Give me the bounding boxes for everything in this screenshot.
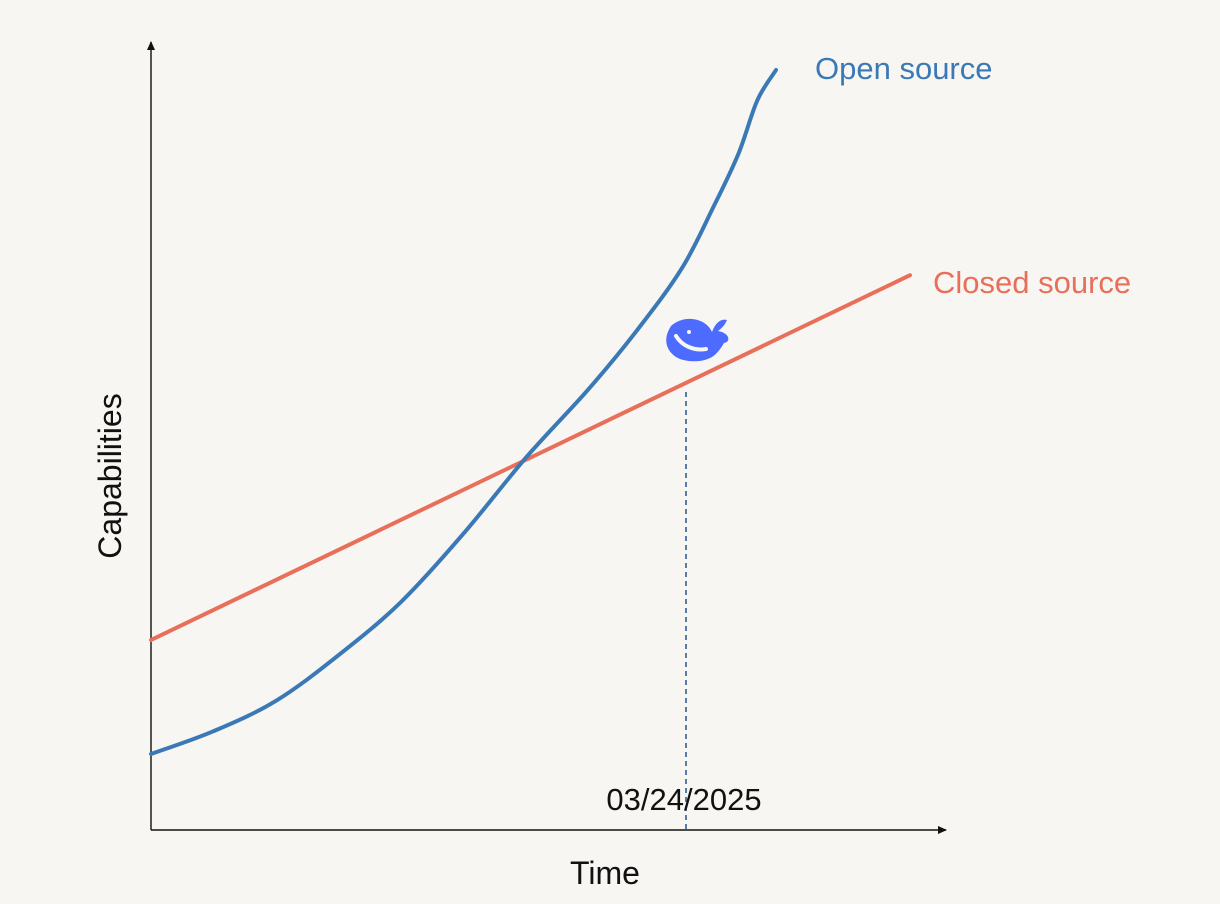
series-line-open-source [149,68,778,756]
legend-label-closed-source: Closed source [933,265,1131,300]
series-line-closed-source [149,273,912,642]
crossover-date-label: 03/24/2025 [606,782,761,817]
whale-logo-icon [666,318,729,362]
y-axis-label: Capabilities [92,393,128,558]
legend-label-open-source: Open source [815,51,993,86]
x-axis-label: Time [570,855,640,891]
